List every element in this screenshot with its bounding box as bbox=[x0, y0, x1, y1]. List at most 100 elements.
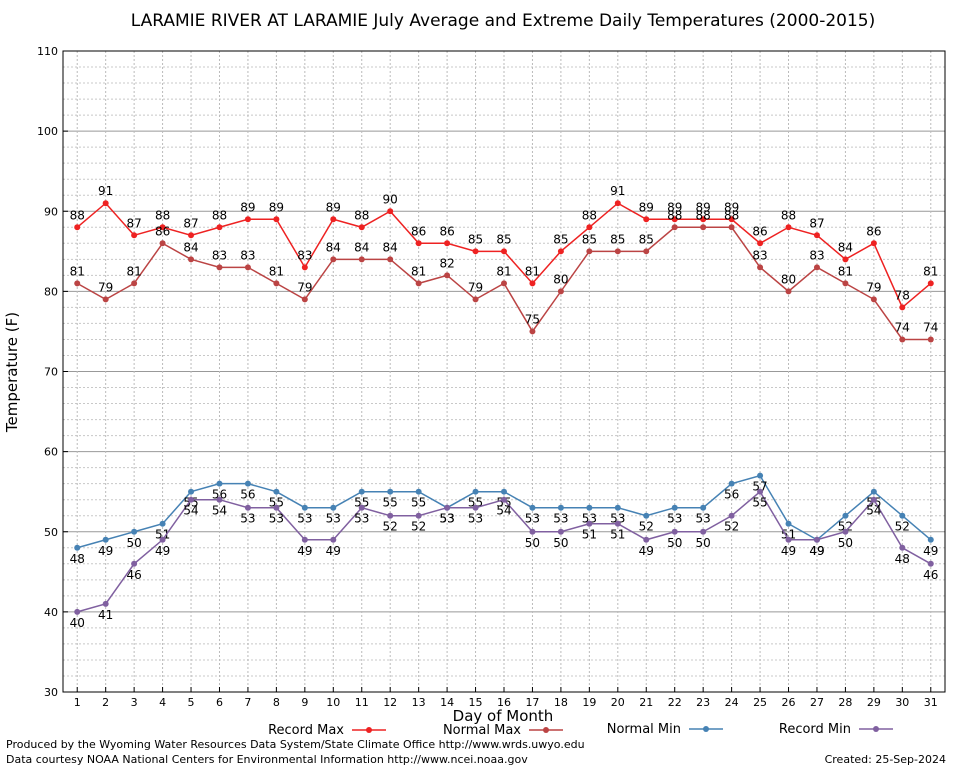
data-point bbox=[501, 248, 507, 255]
x-tick-label: 22 bbox=[668, 696, 682, 709]
x-tick-label: 16 bbox=[497, 696, 511, 709]
data-label: 88 bbox=[696, 208, 711, 222]
data-label: 85 bbox=[496, 232, 511, 246]
x-axis-label: Day of Month bbox=[453, 707, 554, 725]
data-point bbox=[700, 224, 707, 231]
data-point bbox=[757, 472, 764, 479]
data-label: 54 bbox=[496, 504, 511, 518]
data-label: 81 bbox=[411, 264, 426, 278]
data-label: 52 bbox=[411, 520, 426, 534]
data-point bbox=[330, 216, 337, 223]
data-label: 55 bbox=[354, 496, 369, 510]
data-point bbox=[842, 280, 849, 287]
data-label: 86 bbox=[866, 224, 881, 238]
y-tick-label: 40 bbox=[44, 606, 58, 619]
data-label: 88 bbox=[354, 208, 369, 222]
data-point bbox=[614, 248, 621, 255]
data-label: 82 bbox=[439, 256, 454, 270]
data-label: 53 bbox=[439, 512, 454, 526]
data-label: 54 bbox=[183, 504, 198, 518]
data-point bbox=[102, 536, 109, 543]
data-point bbox=[899, 512, 906, 519]
x-tick-label: 4 bbox=[159, 696, 166, 709]
legend-marker bbox=[703, 726, 709, 732]
data-label: 85 bbox=[639, 232, 654, 246]
data-label: 88 bbox=[155, 208, 170, 222]
x-tick-label: 27 bbox=[810, 696, 824, 709]
data-point bbox=[557, 288, 564, 295]
data-label: 88 bbox=[212, 208, 227, 222]
x-tick-label: 18 bbox=[554, 696, 568, 709]
data-point bbox=[700, 528, 707, 535]
data-label: 83 bbox=[297, 248, 312, 262]
data-point bbox=[557, 528, 564, 535]
data-point bbox=[757, 240, 764, 247]
x-tick-label: 17 bbox=[525, 696, 539, 709]
data-point bbox=[927, 560, 934, 567]
x-tick-label: 3 bbox=[131, 696, 138, 709]
data-point bbox=[700, 504, 707, 511]
data-point bbox=[188, 232, 195, 239]
data-point bbox=[159, 536, 166, 543]
legend: Record Max Normal Max Normal Min Record Min bbox=[268, 722, 893, 738]
data-point bbox=[757, 264, 764, 271]
data-point bbox=[131, 280, 138, 287]
data-label: 55 bbox=[752, 496, 767, 510]
y-tick-label: 70 bbox=[44, 366, 58, 379]
data-point bbox=[74, 608, 81, 615]
data-label: 81 bbox=[525, 264, 540, 278]
legend-label: Normal Max bbox=[443, 723, 521, 738]
data-point bbox=[415, 240, 422, 247]
data-label: 49 bbox=[809, 544, 824, 558]
data-label: 79 bbox=[98, 280, 113, 294]
data-label: 52 bbox=[639, 520, 654, 534]
data-label: 84 bbox=[354, 240, 369, 254]
data-point bbox=[785, 520, 792, 527]
data-label: 81 bbox=[496, 264, 511, 278]
data-label: 49 bbox=[326, 544, 341, 558]
data-point bbox=[131, 232, 138, 239]
y-tick-label: 60 bbox=[44, 446, 58, 459]
data-label: 89 bbox=[667, 200, 682, 214]
data-label: 78 bbox=[895, 288, 910, 302]
data-label: 83 bbox=[809, 248, 824, 262]
data-label: 89 bbox=[240, 200, 255, 214]
data-label: 79 bbox=[297, 280, 312, 294]
data-point bbox=[501, 488, 507, 495]
data-point bbox=[159, 224, 166, 231]
data-point bbox=[643, 216, 650, 223]
data-point bbox=[301, 536, 308, 543]
data-point bbox=[131, 528, 138, 535]
data-point bbox=[842, 528, 849, 535]
data-label: 49 bbox=[98, 544, 113, 558]
data-label: 52 bbox=[895, 520, 910, 534]
x-tick-label: 1 bbox=[74, 696, 81, 709]
grid bbox=[63, 51, 945, 692]
x-tick-label: 25 bbox=[753, 696, 767, 709]
data-point bbox=[444, 240, 451, 247]
data-point bbox=[472, 488, 479, 495]
data-label: 81 bbox=[838, 264, 853, 278]
data-label: 56 bbox=[240, 488, 255, 502]
data-point bbox=[273, 280, 280, 287]
data-point bbox=[131, 560, 138, 567]
data-point bbox=[728, 512, 735, 519]
data-label: 53 bbox=[553, 512, 568, 526]
data-label: 53 bbox=[696, 512, 711, 526]
data-label: 91 bbox=[610, 184, 625, 198]
data-label: 88 bbox=[70, 208, 85, 222]
data-point bbox=[244, 216, 251, 223]
data-label: 53 bbox=[667, 512, 682, 526]
data-point bbox=[415, 280, 422, 287]
data-point bbox=[813, 232, 820, 239]
x-tick-label: 10 bbox=[326, 696, 340, 709]
legend-item: Normal Max bbox=[443, 723, 563, 738]
data-label: 86 bbox=[155, 224, 170, 238]
data-label: 48 bbox=[70, 552, 85, 566]
legend-label: Normal Min bbox=[607, 722, 681, 737]
data-label: 89 bbox=[696, 200, 711, 214]
data-label: 46 bbox=[126, 568, 141, 582]
data-point bbox=[842, 256, 849, 263]
